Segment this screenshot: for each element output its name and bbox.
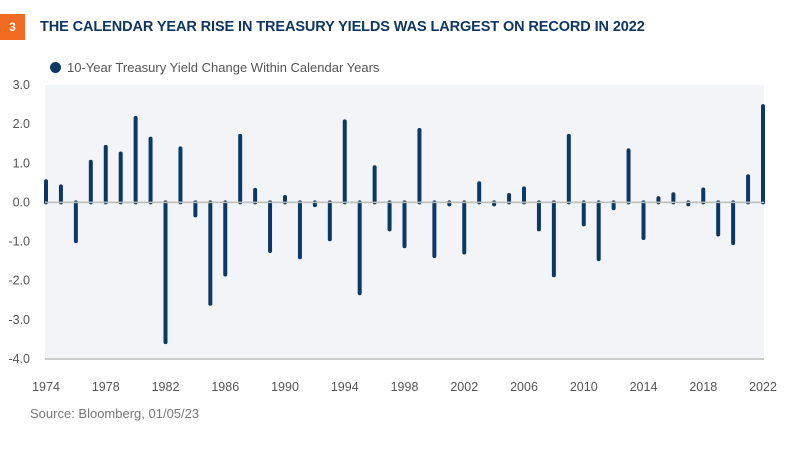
y-tick-label: 2.0	[13, 117, 30, 131]
y-tick-label: 1.0	[13, 156, 30, 170]
source-note: Source: Bloomberg, 01/05/23	[30, 406, 200, 421]
x-tick-label: 1986	[211, 380, 239, 394]
x-tick-label: 1978	[92, 380, 120, 394]
legend-label: 10-Year Treasury Yield Change Within Cal…	[67, 60, 380, 75]
y-tick-label: -4.0	[8, 352, 30, 366]
figure-number-badge: 3	[0, 14, 25, 40]
legend-marker-icon	[50, 62, 61, 73]
y-tick-label: 3.0	[13, 78, 30, 92]
y-tick-label: 0.0	[13, 195, 30, 209]
x-tick-label: 1994	[331, 380, 359, 394]
x-tick-label: 2002	[450, 380, 478, 394]
x-tick-label: 1990	[271, 380, 299, 394]
bars	[44, 104, 765, 345]
y-tick-label: -1.0	[8, 235, 30, 249]
x-tick-label: 2006	[510, 380, 538, 394]
x-tick-label: 1998	[391, 380, 419, 394]
y-tick-label: -2.0	[8, 274, 30, 288]
figure-number: 3	[9, 20, 16, 34]
x-axis: 1974 1978 1982 1986 1990 1994 1998 2002 2006 2010…	[32, 380, 777, 394]
x-tick-label: 2018	[689, 380, 717, 394]
x-tick-label: 2022	[749, 380, 777, 394]
x-tick-label: 2014	[630, 380, 658, 394]
x-tick-label: 1974	[32, 380, 60, 394]
legend: 10-Year Treasury Yield Change Within Cal…	[50, 60, 379, 75]
y-axis: 3.0 2.0 1.0 0.0 -1.0 -2.0 -3.0 -4.0	[8, 78, 30, 366]
x-tick-label: 1982	[152, 380, 180, 394]
chart-title: THE CALENDAR YEAR RISE IN TREASURY YIELD…	[40, 19, 645, 35]
y-tick-label: -3.0	[8, 313, 30, 327]
x-tick-label: 2010	[570, 380, 598, 394]
